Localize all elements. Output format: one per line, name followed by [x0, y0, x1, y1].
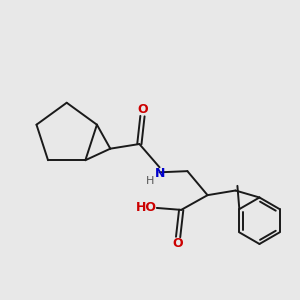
- Text: H: H: [146, 176, 154, 186]
- Text: N: N: [155, 167, 165, 180]
- Text: HO: HO: [136, 201, 157, 214]
- Text: O: O: [137, 103, 148, 116]
- Text: O: O: [172, 238, 183, 250]
